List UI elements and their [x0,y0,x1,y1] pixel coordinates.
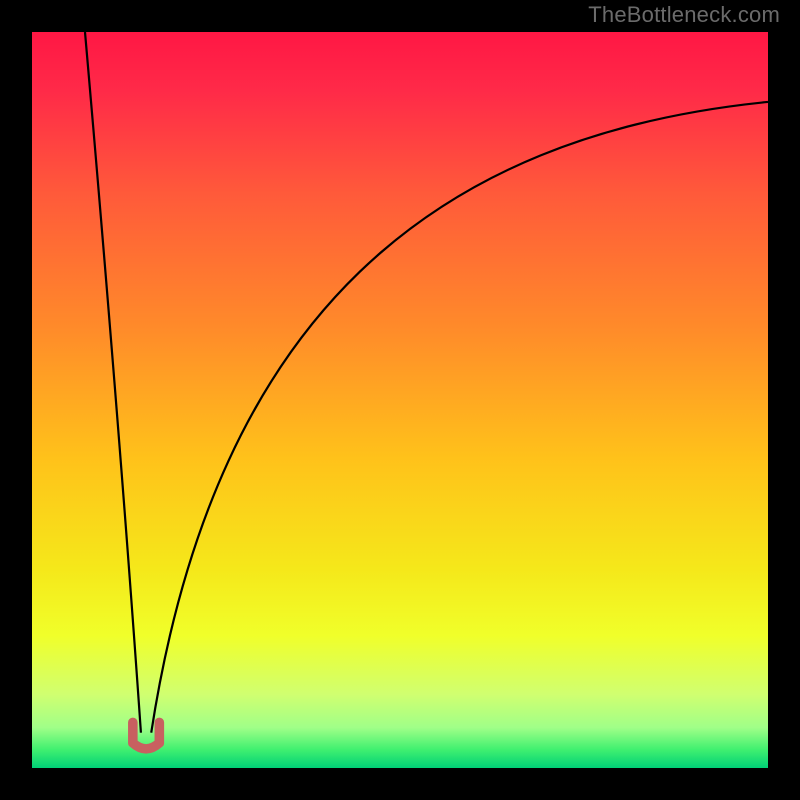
chart-frame: TheBottleneck.com [0,0,800,800]
bottleneck-curve-right [151,102,768,733]
optimum-marker [133,722,159,748]
plot-area [32,32,768,768]
watermark-text: TheBottleneck.com [588,2,780,28]
bottleneck-curve-left [85,32,141,733]
curve-layer [32,32,768,768]
